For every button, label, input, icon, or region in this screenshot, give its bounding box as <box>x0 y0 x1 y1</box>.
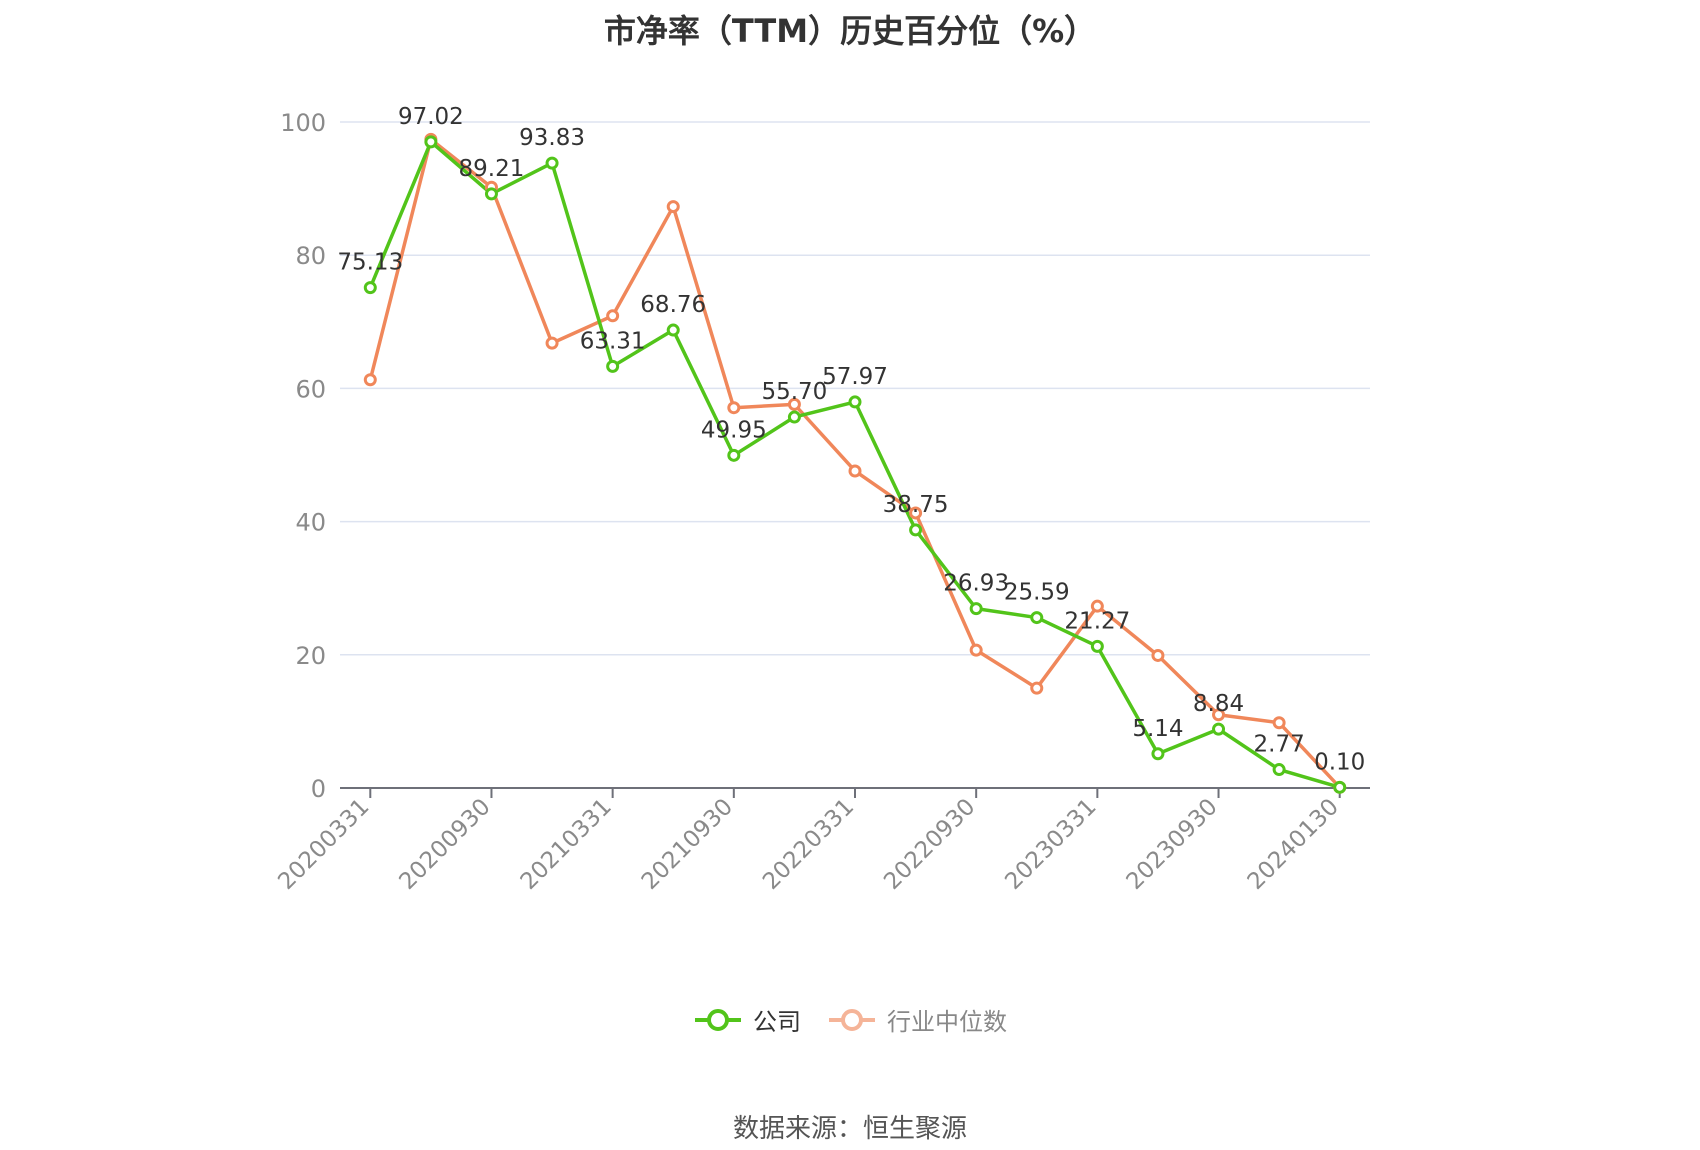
series-point-1 <box>363 373 377 387</box>
legend-item-industry[interactable]: 行业中位数 <box>827 1002 1007 1037</box>
series-point-0 <box>1151 747 1165 761</box>
legend-label-company: 公司 <box>753 1008 801 1036</box>
series-point-1 <box>666 200 680 214</box>
data-label: 0.10 <box>1314 749 1365 775</box>
series-point-1 <box>545 336 559 350</box>
data-label: 2.77 <box>1254 732 1305 758</box>
series-point-1 <box>1090 599 1104 613</box>
series-line-1 <box>368 137 1341 789</box>
series-point-0 <box>848 395 862 409</box>
x-tick-label: 20230930 <box>1122 794 1223 895</box>
series-point-0 <box>363 281 377 295</box>
series-point-1 <box>1272 716 1286 730</box>
legend-item-company[interactable]: 公司 <box>693 1002 801 1037</box>
x-tick-label: 20220331 <box>758 794 859 895</box>
series-point-1 <box>727 401 741 415</box>
series-point-1 <box>848 464 862 478</box>
x-tick-label: 20230331 <box>1000 794 1101 895</box>
data-label: 68.76 <box>640 292 706 318</box>
series-point-1 <box>909 506 923 520</box>
y-tick-label: 20 <box>295 642 326 670</box>
x-tick-label: 20200930 <box>395 794 496 895</box>
y-tick-label: 60 <box>295 375 326 403</box>
series-point-0 <box>484 187 498 201</box>
data-label: 93.83 <box>519 125 585 151</box>
y-tick-label: 40 <box>295 509 326 537</box>
x-tick-label: 20200331 <box>273 794 374 895</box>
series-point-0 <box>606 359 620 373</box>
x-tick-label: 20220930 <box>879 794 980 895</box>
line-chart: 0 20 40 60 80 100 20200331 20200930 20210331 2021… <box>273 104 1370 895</box>
data-label: 63.31 <box>580 328 646 354</box>
data-label: 55.70 <box>761 379 827 405</box>
series-point-0 <box>545 156 559 170</box>
data-label: 26.93 <box>943 571 1009 597</box>
data-label: 49.95 <box>701 417 767 443</box>
series-point-0 <box>1030 611 1044 625</box>
data-label: 5.14 <box>1132 716 1183 742</box>
data-label: 25.59 <box>1004 580 1070 606</box>
data-label: 8.84 <box>1193 691 1244 717</box>
data-label: 89.21 <box>459 156 525 182</box>
y-tick-label: 80 <box>295 242 326 270</box>
legend-label-industry: 行业中位数 <box>887 1008 1007 1036</box>
series-point-1 <box>1151 648 1165 662</box>
data-label: 38.75 <box>883 492 949 518</box>
series-point-0 <box>727 448 741 462</box>
series-point-1 <box>1030 681 1044 695</box>
x-tick-label: 20210930 <box>637 794 738 895</box>
chart-title: 市净率（TTM）历史百分位（%） <box>603 12 1097 50</box>
data-source: 数据来源：恒生聚源 <box>732 1114 967 1144</box>
series-point-1 <box>787 397 801 411</box>
series-point-0 <box>1272 763 1286 777</box>
data-label: 75.13 <box>337 250 403 276</box>
series-point-1 <box>606 309 620 323</box>
series-point-0 <box>424 135 438 149</box>
y-tick-label: 100 <box>280 109 326 137</box>
legend: 公司 行业中位数 <box>0 1002 1700 1037</box>
series-point-0 <box>969 602 983 616</box>
legend-industry-marker-icon <box>829 1008 875 1031</box>
series-point-0 <box>909 523 923 537</box>
series-point-1 <box>969 643 983 657</box>
x-tick-label: 20240130 <box>1243 794 1344 895</box>
series-point-0 <box>1090 639 1104 653</box>
data-label: 57.97 <box>822 364 888 390</box>
data-label: 97.02 <box>398 104 464 130</box>
x-tick-label: 20210331 <box>516 794 617 895</box>
series-point-0 <box>1212 722 1226 736</box>
data-label: 21.27 <box>1064 608 1130 634</box>
y-tick-label: 0 <box>311 775 326 803</box>
series-point-0 <box>787 410 801 424</box>
series-point-1 <box>1212 708 1226 722</box>
series-point-0 <box>666 323 680 337</box>
legend-company-marker-icon <box>695 1008 741 1031</box>
series-point-0 <box>1333 780 1347 794</box>
